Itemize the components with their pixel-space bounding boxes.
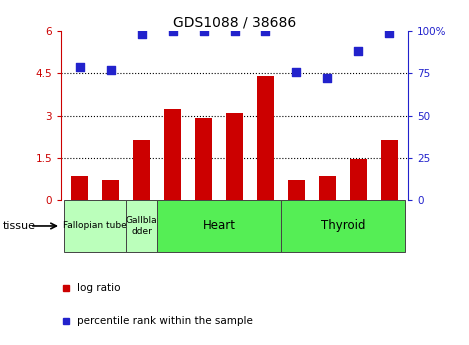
Point <box>169 28 176 34</box>
Text: Heart: Heart <box>203 219 235 233</box>
Text: GSM39996: GSM39996 <box>323 200 332 246</box>
Title: GDS1088 / 38686: GDS1088 / 38686 <box>173 16 296 30</box>
Point <box>107 67 114 73</box>
Bar <box>257 76 274 200</box>
Text: percentile rank within the sample: percentile rank within the sample <box>76 316 252 326</box>
Point <box>324 76 331 81</box>
Bar <box>288 180 305 200</box>
Point <box>76 64 83 69</box>
Text: log ratio: log ratio <box>76 284 120 293</box>
Point <box>262 28 269 34</box>
Bar <box>126 200 157 252</box>
Text: GSM39991: GSM39991 <box>75 200 84 246</box>
Text: tissue: tissue <box>2 221 35 231</box>
Bar <box>319 176 336 200</box>
Bar <box>381 139 398 200</box>
Text: GSM39995: GSM39995 <box>292 200 301 246</box>
Bar <box>226 113 243 200</box>
Bar <box>64 200 126 252</box>
Text: GSM39999: GSM39999 <box>230 200 239 246</box>
Bar <box>157 200 281 252</box>
Text: GSM40001: GSM40001 <box>261 200 270 245</box>
Text: Fallopian tube: Fallopian tube <box>63 221 127 230</box>
Bar <box>133 139 150 200</box>
Point <box>231 28 238 34</box>
Text: Thyroid: Thyroid <box>321 219 365 233</box>
Text: GSM39992: GSM39992 <box>168 200 177 246</box>
Bar <box>195 118 212 200</box>
Point <box>355 49 362 54</box>
Text: Gallbla
dder: Gallbla dder <box>126 216 158 236</box>
Text: GSM39994: GSM39994 <box>199 200 208 246</box>
Bar <box>71 176 88 200</box>
Text: GSM39998: GSM39998 <box>385 200 394 246</box>
Bar <box>350 159 367 200</box>
Point <box>386 30 393 36</box>
Text: GSM39993: GSM39993 <box>137 200 146 246</box>
Text: GSM40000: GSM40000 <box>106 200 115 245</box>
Bar <box>102 180 119 200</box>
Bar <box>164 109 181 200</box>
Text: GSM39997: GSM39997 <box>354 200 363 246</box>
Point <box>293 69 300 75</box>
Bar <box>281 200 405 252</box>
Point <box>138 32 145 37</box>
Point <box>200 28 207 34</box>
